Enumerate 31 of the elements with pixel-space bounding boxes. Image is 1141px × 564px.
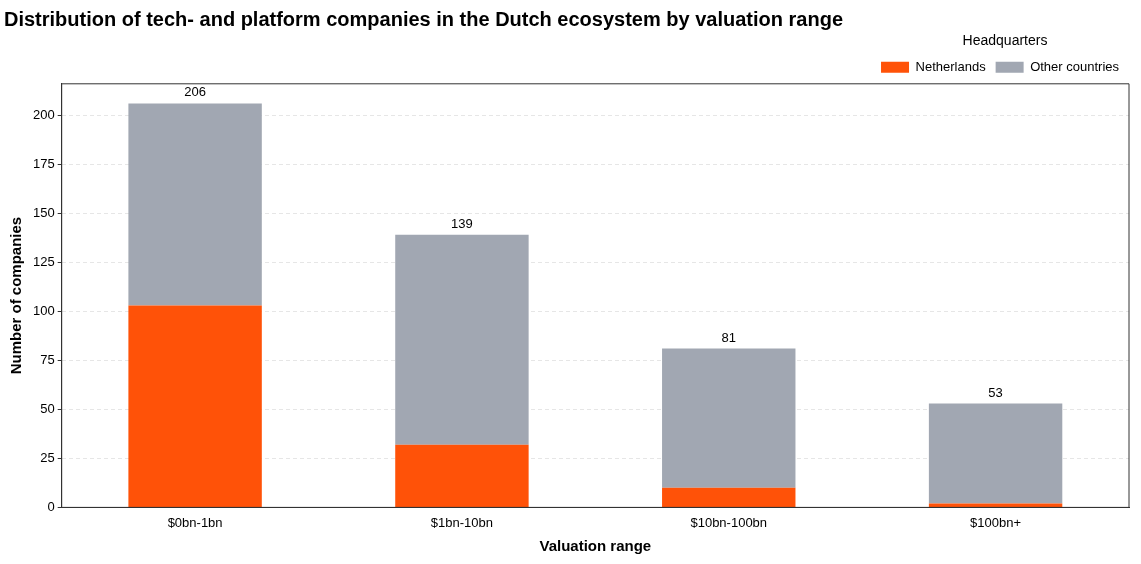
y-tick-label: 125 (32, 253, 55, 269)
x-tick-label: $100bn+ (970, 514, 1022, 530)
chart-title: Distribution of tech- and platform companies in the Dutch ecosystem by valuation range (4, 7, 844, 30)
bar (128, 305, 262, 507)
total-label: 206 (184, 84, 206, 100)
y-axis-title: Number of companies (7, 216, 25, 375)
legend-title: Headquarters (962, 31, 1048, 48)
total-label: 53 (988, 384, 1003, 400)
legend-label: Netherlands (915, 58, 987, 74)
x-tick-label: $10bn-100bn (690, 514, 768, 530)
y-tick-label: 175 (32, 155, 55, 171)
bar (395, 234, 529, 445)
y-tick-label: 150 (32, 204, 55, 220)
x-axis-title: Valuation range (539, 537, 652, 555)
bar (662, 348, 796, 488)
y-tick-label: 50 (40, 400, 55, 416)
bar (928, 503, 1063, 507)
bar (128, 103, 262, 306)
y-tick-label: 200 (32, 106, 55, 122)
x-tick-label: $1bn-10bn (430, 514, 494, 530)
y-tick-label: 0 (47, 498, 55, 514)
bar (662, 487, 796, 507)
total-label: 139 (451, 215, 473, 231)
x-tick-label: $0bn-1bn (167, 514, 223, 530)
y-tick-label: 75 (40, 351, 55, 367)
bar (928, 403, 1063, 504)
total-label: 81 (721, 329, 736, 345)
y-tick-label: 25 (40, 449, 55, 465)
y-tick-label: 100 (32, 302, 55, 318)
bar (395, 444, 529, 507)
legend-label: Other countries (1030, 58, 1120, 74)
